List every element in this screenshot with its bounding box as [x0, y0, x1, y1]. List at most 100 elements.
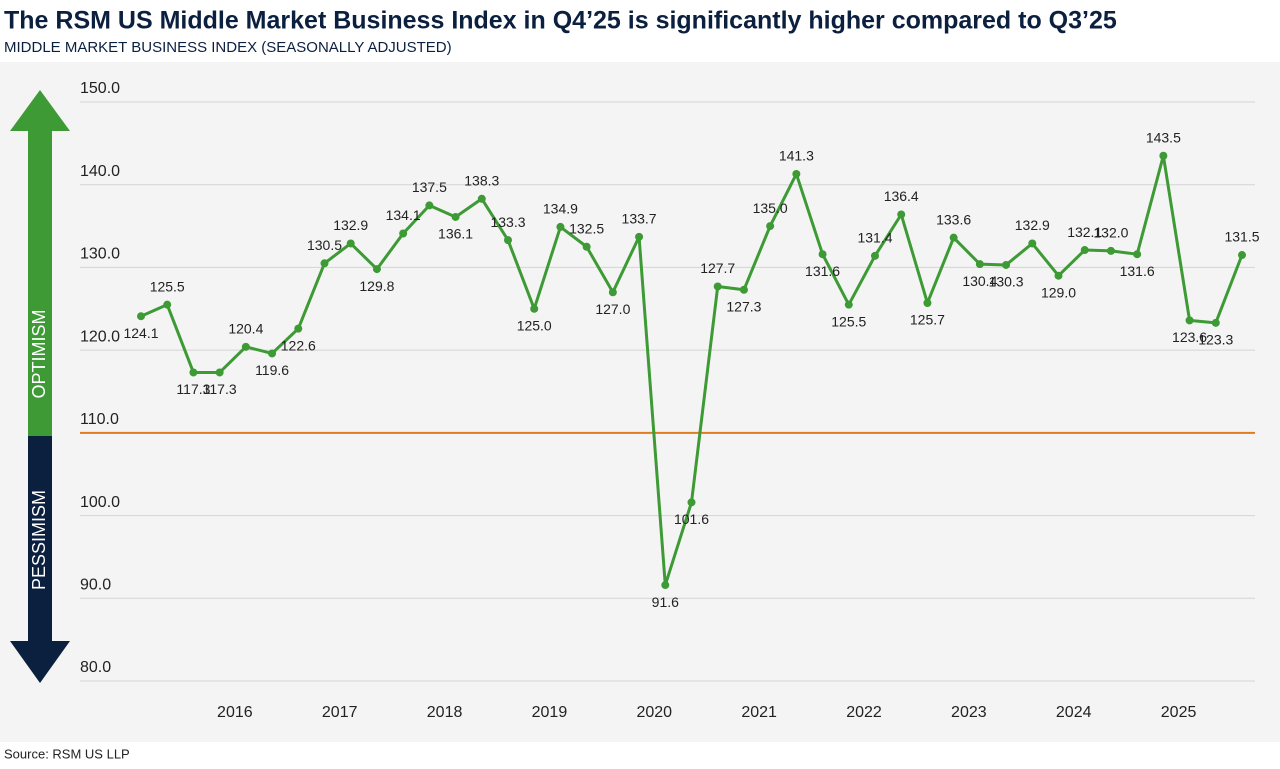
data-point — [1159, 151, 1168, 160]
data-label: 137.5 — [412, 179, 447, 195]
data-point — [241, 342, 250, 351]
data-label: 101.6 — [674, 511, 709, 527]
data-label: 123.6 — [1172, 329, 1207, 345]
data-label: 131.5 — [1224, 229, 1259, 245]
data-point — [949, 233, 958, 242]
data-label: 138.3 — [464, 172, 499, 188]
data-point — [687, 498, 696, 507]
data-label: 132.5 — [569, 220, 604, 236]
data-point — [425, 201, 434, 210]
data-point — [215, 368, 224, 377]
data-label: 122.6 — [281, 337, 316, 353]
data-point — [897, 210, 906, 219]
x-tick-label: 2025 — [1161, 704, 1197, 721]
data-point — [766, 222, 775, 231]
data-point — [713, 282, 722, 291]
data-point — [504, 236, 512, 245]
optimism-arrow — [10, 90, 70, 436]
x-tick-label: 2021 — [741, 704, 777, 721]
x-tick-label: 2018 — [427, 704, 463, 721]
data-point — [1106, 246, 1115, 255]
data-label: 120.4 — [228, 321, 263, 337]
data-label: 133.3 — [490, 214, 525, 230]
data-label: 127.7 — [700, 260, 735, 276]
x-tick-label: 2024 — [1056, 704, 1092, 721]
data-label: 135.0 — [753, 200, 788, 216]
data-point — [372, 265, 381, 274]
data-label: 123.3 — [1198, 332, 1233, 348]
y-tick-label: 100.0 — [80, 494, 120, 511]
data-point — [137, 312, 145, 321]
data-point — [975, 260, 984, 269]
data-point — [451, 212, 460, 221]
optimism-label: OPTIMISM — [29, 310, 49, 399]
data-label: 125.7 — [910, 312, 945, 328]
data-label: 132.1 — [1067, 224, 1102, 240]
data-point — [268, 349, 277, 358]
data-label: 134.1 — [386, 207, 421, 223]
data-label: 125.0 — [517, 317, 552, 333]
data-point — [608, 288, 617, 297]
data-label: 132.9 — [333, 217, 368, 233]
data-label: 131.6 — [805, 263, 840, 279]
data-label: 117.3 — [176, 381, 210, 397]
data-point — [346, 239, 355, 248]
data-label: 143.5 — [1146, 129, 1181, 145]
data-label: 132.9 — [1015, 217, 1050, 233]
data-point — [294, 324, 303, 333]
data-label: 119.6 — [255, 362, 289, 378]
data-label: 125.5 — [831, 313, 866, 329]
data-point — [189, 368, 198, 377]
pessimism-arrow — [10, 436, 70, 683]
data-point — [1238, 251, 1246, 260]
plot-background — [0, 62, 1280, 742]
x-tick-label: 2023 — [951, 704, 987, 721]
data-label: 133.6 — [936, 211, 971, 227]
y-tick-label: 140.0 — [80, 163, 120, 180]
data-label: 130.5 — [307, 237, 342, 253]
x-tick-label: 2016 — [217, 704, 253, 721]
data-point — [477, 194, 486, 203]
data-label: 127.3 — [726, 298, 761, 314]
data-point — [582, 242, 591, 251]
data-label: 129.8 — [359, 278, 394, 294]
data-point — [661, 581, 670, 590]
data-label: 125.5 — [150, 278, 185, 294]
x-tick-label: 2020 — [636, 704, 672, 721]
y-tick-label: 80.0 — [80, 659, 111, 676]
data-point — [1028, 239, 1037, 248]
data-label: 131.6 — [1120, 263, 1155, 279]
data-point — [530, 304, 539, 313]
data-point — [844, 300, 853, 309]
data-label: 117.3 — [203, 381, 237, 397]
data-point — [1133, 250, 1142, 259]
data-label: 132.0 — [1093, 225, 1128, 241]
data-label: 141.3 — [779, 148, 814, 164]
pessimism-label: PESSIMISM — [29, 490, 49, 590]
data-label: 130.4 — [962, 273, 997, 289]
x-tick-label: 2022 — [846, 704, 882, 721]
data-point — [818, 250, 827, 259]
data-point — [1185, 316, 1194, 325]
data-point — [1054, 271, 1063, 280]
y-tick-label: 110.0 — [80, 411, 119, 428]
chart-subtitle: MIDDLE MARKET BUSINESS INDEX (SEASONALLY… — [4, 39, 452, 56]
y-tick-label: 150.0 — [80, 80, 120, 97]
source: Source: RSM US LLP — [4, 746, 130, 761]
data-label: 136.1 — [438, 226, 473, 242]
data-point — [399, 229, 408, 238]
data-label: 127.0 — [595, 301, 630, 317]
data-label: 124.1 — [123, 325, 158, 341]
data-label: 136.4 — [884, 188, 919, 204]
data-label: 129.0 — [1041, 284, 1076, 300]
data-point — [923, 298, 932, 307]
data-point — [871, 251, 879, 260]
data-point — [1080, 246, 1089, 255]
data-point — [556, 222, 565, 231]
y-tick-label: 120.0 — [80, 328, 120, 345]
data-point — [792, 169, 801, 178]
data-point — [1211, 318, 1220, 327]
data-label: 131.4 — [857, 230, 892, 246]
